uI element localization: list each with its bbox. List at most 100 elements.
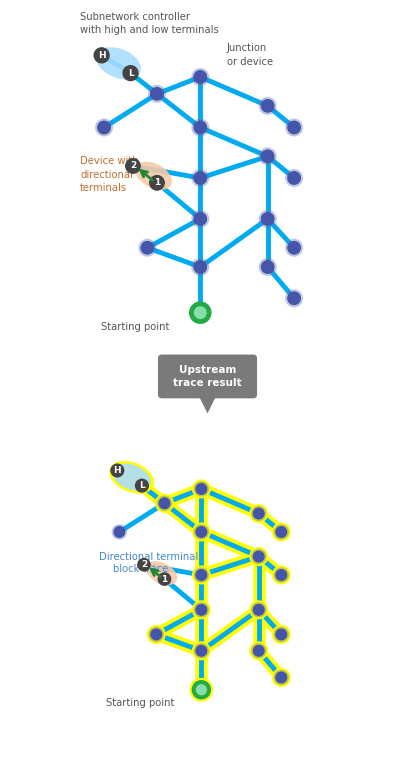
Circle shape xyxy=(193,566,210,584)
Circle shape xyxy=(276,527,287,537)
Circle shape xyxy=(149,627,164,641)
Circle shape xyxy=(273,626,290,643)
Circle shape xyxy=(194,481,209,496)
Ellipse shape xyxy=(96,47,141,79)
Circle shape xyxy=(151,88,163,100)
Circle shape xyxy=(251,506,266,521)
Circle shape xyxy=(273,566,290,584)
Circle shape xyxy=(194,644,209,658)
Circle shape xyxy=(261,150,274,162)
Text: 2: 2 xyxy=(141,561,147,569)
Circle shape xyxy=(194,568,209,583)
Circle shape xyxy=(261,261,274,274)
Ellipse shape xyxy=(112,463,151,491)
FancyBboxPatch shape xyxy=(158,354,257,398)
Circle shape xyxy=(194,603,209,617)
Circle shape xyxy=(286,290,303,307)
Circle shape xyxy=(141,241,154,254)
Circle shape xyxy=(288,122,300,134)
Circle shape xyxy=(159,498,170,509)
Circle shape xyxy=(192,119,209,136)
Circle shape xyxy=(194,122,207,134)
Text: Starting point: Starting point xyxy=(101,322,169,332)
Text: Upstream
trace result: Upstream trace result xyxy=(173,365,242,388)
Circle shape xyxy=(123,66,138,81)
Circle shape xyxy=(261,100,274,112)
Circle shape xyxy=(276,629,287,640)
Circle shape xyxy=(288,241,300,254)
Circle shape xyxy=(259,259,276,275)
Circle shape xyxy=(250,505,268,522)
Circle shape xyxy=(274,627,288,641)
Circle shape xyxy=(259,148,276,165)
Text: directional: directional xyxy=(80,170,133,180)
Circle shape xyxy=(254,645,264,656)
Text: or device: or device xyxy=(227,56,273,67)
Circle shape xyxy=(139,239,156,256)
Ellipse shape xyxy=(146,561,177,585)
Circle shape xyxy=(194,524,209,539)
Text: Starting point: Starting point xyxy=(106,699,175,708)
Circle shape xyxy=(193,523,210,541)
Circle shape xyxy=(254,508,264,519)
Text: with high and low terminals: with high and low terminals xyxy=(80,26,219,35)
Circle shape xyxy=(261,212,274,225)
Circle shape xyxy=(111,464,124,477)
Circle shape xyxy=(196,527,207,537)
Circle shape xyxy=(195,307,206,318)
Circle shape xyxy=(288,172,300,184)
Circle shape xyxy=(192,169,209,187)
Circle shape xyxy=(112,524,127,539)
Circle shape xyxy=(276,570,287,580)
Circle shape xyxy=(276,672,287,683)
Circle shape xyxy=(192,681,210,699)
Ellipse shape xyxy=(109,461,154,494)
Text: 1: 1 xyxy=(154,178,160,187)
Circle shape xyxy=(194,212,207,225)
Circle shape xyxy=(259,210,276,227)
Circle shape xyxy=(196,645,207,656)
Circle shape xyxy=(273,669,290,686)
Circle shape xyxy=(196,685,206,695)
Circle shape xyxy=(196,604,207,615)
Circle shape xyxy=(288,292,300,304)
Text: H: H xyxy=(98,51,105,60)
Circle shape xyxy=(273,523,290,541)
Circle shape xyxy=(196,484,207,494)
Circle shape xyxy=(254,604,264,615)
Circle shape xyxy=(192,259,209,275)
Text: Device with: Device with xyxy=(80,156,139,166)
Circle shape xyxy=(251,644,266,658)
Circle shape xyxy=(274,568,288,583)
Text: Subnetwork controller: Subnetwork controller xyxy=(80,12,190,22)
Text: Junction: Junction xyxy=(227,43,267,53)
Circle shape xyxy=(259,97,276,114)
Circle shape xyxy=(95,119,112,136)
Text: 1: 1 xyxy=(161,575,168,583)
Circle shape xyxy=(149,85,166,102)
Circle shape xyxy=(157,496,172,510)
Circle shape xyxy=(193,601,210,619)
Circle shape xyxy=(286,169,303,187)
Circle shape xyxy=(274,524,288,539)
Circle shape xyxy=(194,172,207,184)
Circle shape xyxy=(193,480,210,498)
Circle shape xyxy=(190,679,212,701)
Circle shape xyxy=(194,261,207,274)
Circle shape xyxy=(158,573,171,585)
Text: block trace: block trace xyxy=(113,564,168,574)
Circle shape xyxy=(286,119,303,136)
Circle shape xyxy=(192,210,209,227)
Circle shape xyxy=(250,642,268,659)
Circle shape xyxy=(251,550,266,564)
Circle shape xyxy=(251,603,266,617)
Circle shape xyxy=(147,626,165,643)
Circle shape xyxy=(274,670,288,684)
Circle shape xyxy=(114,527,125,537)
Circle shape xyxy=(126,158,140,173)
Circle shape xyxy=(150,176,164,190)
Circle shape xyxy=(250,601,268,619)
Circle shape xyxy=(98,122,110,134)
Circle shape xyxy=(250,548,268,565)
Circle shape xyxy=(286,239,303,256)
